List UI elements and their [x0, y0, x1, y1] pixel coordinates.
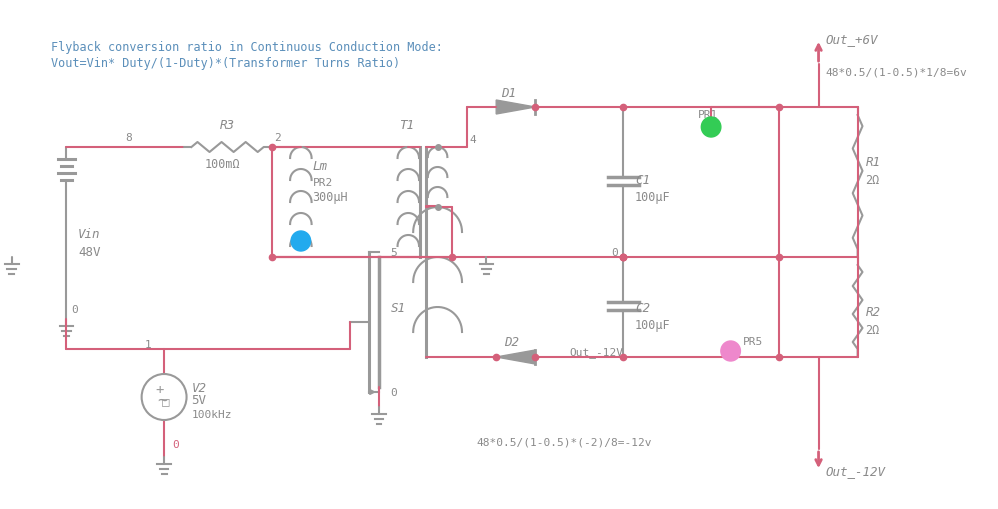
- Text: R1: R1: [865, 156, 880, 169]
- Text: PR1: PR1: [698, 110, 718, 120]
- Text: 8: 8: [125, 133, 132, 143]
- Text: C2: C2: [635, 301, 650, 314]
- Text: ~: ~: [157, 391, 167, 409]
- Text: 100mΩ: 100mΩ: [206, 158, 241, 171]
- Circle shape: [702, 118, 721, 138]
- Text: 5: 5: [390, 247, 397, 258]
- Text: 100kHz: 100kHz: [192, 409, 232, 419]
- Polygon shape: [496, 350, 535, 364]
- Text: 48*0.5/(1-0.5)*1/8=6v: 48*0.5/(1-0.5)*1/8=6v: [825, 67, 967, 77]
- Circle shape: [721, 342, 741, 361]
- Text: C1: C1: [635, 173, 650, 186]
- Text: 100μF: 100μF: [635, 319, 671, 332]
- Text: 100μF: 100μF: [635, 191, 671, 204]
- Text: 0: 0: [172, 439, 179, 449]
- Text: 4: 4: [470, 135, 477, 145]
- Text: Out_-12V: Out_-12V: [825, 465, 885, 477]
- Text: D2: D2: [504, 336, 519, 349]
- Text: R3: R3: [220, 118, 235, 131]
- Text: Vin: Vin: [78, 228, 101, 241]
- Text: Flyback conversion ratio in Continuous Conduction Mode:: Flyback conversion ratio in Continuous C…: [51, 40, 443, 53]
- Text: 48*0.5/(1-0.5)*(-2)/8=-12v: 48*0.5/(1-0.5)*(-2)/8=-12v: [477, 437, 652, 447]
- Text: V2: V2: [192, 381, 207, 394]
- Text: □: □: [163, 394, 170, 408]
- Text: 0: 0: [612, 247, 618, 258]
- Text: T1: T1: [398, 118, 413, 131]
- Text: 0: 0: [71, 304, 78, 315]
- Text: Out_-12V: Out_-12V: [570, 347, 624, 358]
- Text: 1: 1: [145, 340, 152, 349]
- Text: 2Ω: 2Ω: [865, 324, 879, 337]
- Text: PR5: PR5: [744, 336, 763, 346]
- Text: 2: 2: [274, 133, 281, 143]
- Text: R2: R2: [865, 306, 880, 319]
- Circle shape: [291, 232, 310, 251]
- Text: S1: S1: [390, 301, 406, 314]
- Text: 2Ω: 2Ω: [865, 174, 879, 187]
- Text: 48V: 48V: [78, 246, 101, 259]
- Text: Lm: Lm: [312, 160, 327, 173]
- Text: A: A: [298, 237, 303, 246]
- Text: PR2: PR2: [312, 178, 332, 188]
- Text: Out_+6V: Out_+6V: [825, 34, 878, 46]
- Text: 0: 0: [390, 387, 397, 397]
- Text: V: V: [709, 123, 714, 133]
- Text: Vout=Vin* Duty/(1-Duty)*(Transformer Turns Ratio): Vout=Vin* Duty/(1-Duty)*(Transformer Tur…: [51, 56, 400, 69]
- Text: 300μH: 300μH: [312, 191, 348, 204]
- Polygon shape: [496, 101, 535, 115]
- Text: D1: D1: [501, 87, 516, 99]
- Text: V: V: [728, 346, 734, 356]
- Text: +: +: [155, 382, 164, 396]
- Text: 5V: 5V: [192, 394, 207, 407]
